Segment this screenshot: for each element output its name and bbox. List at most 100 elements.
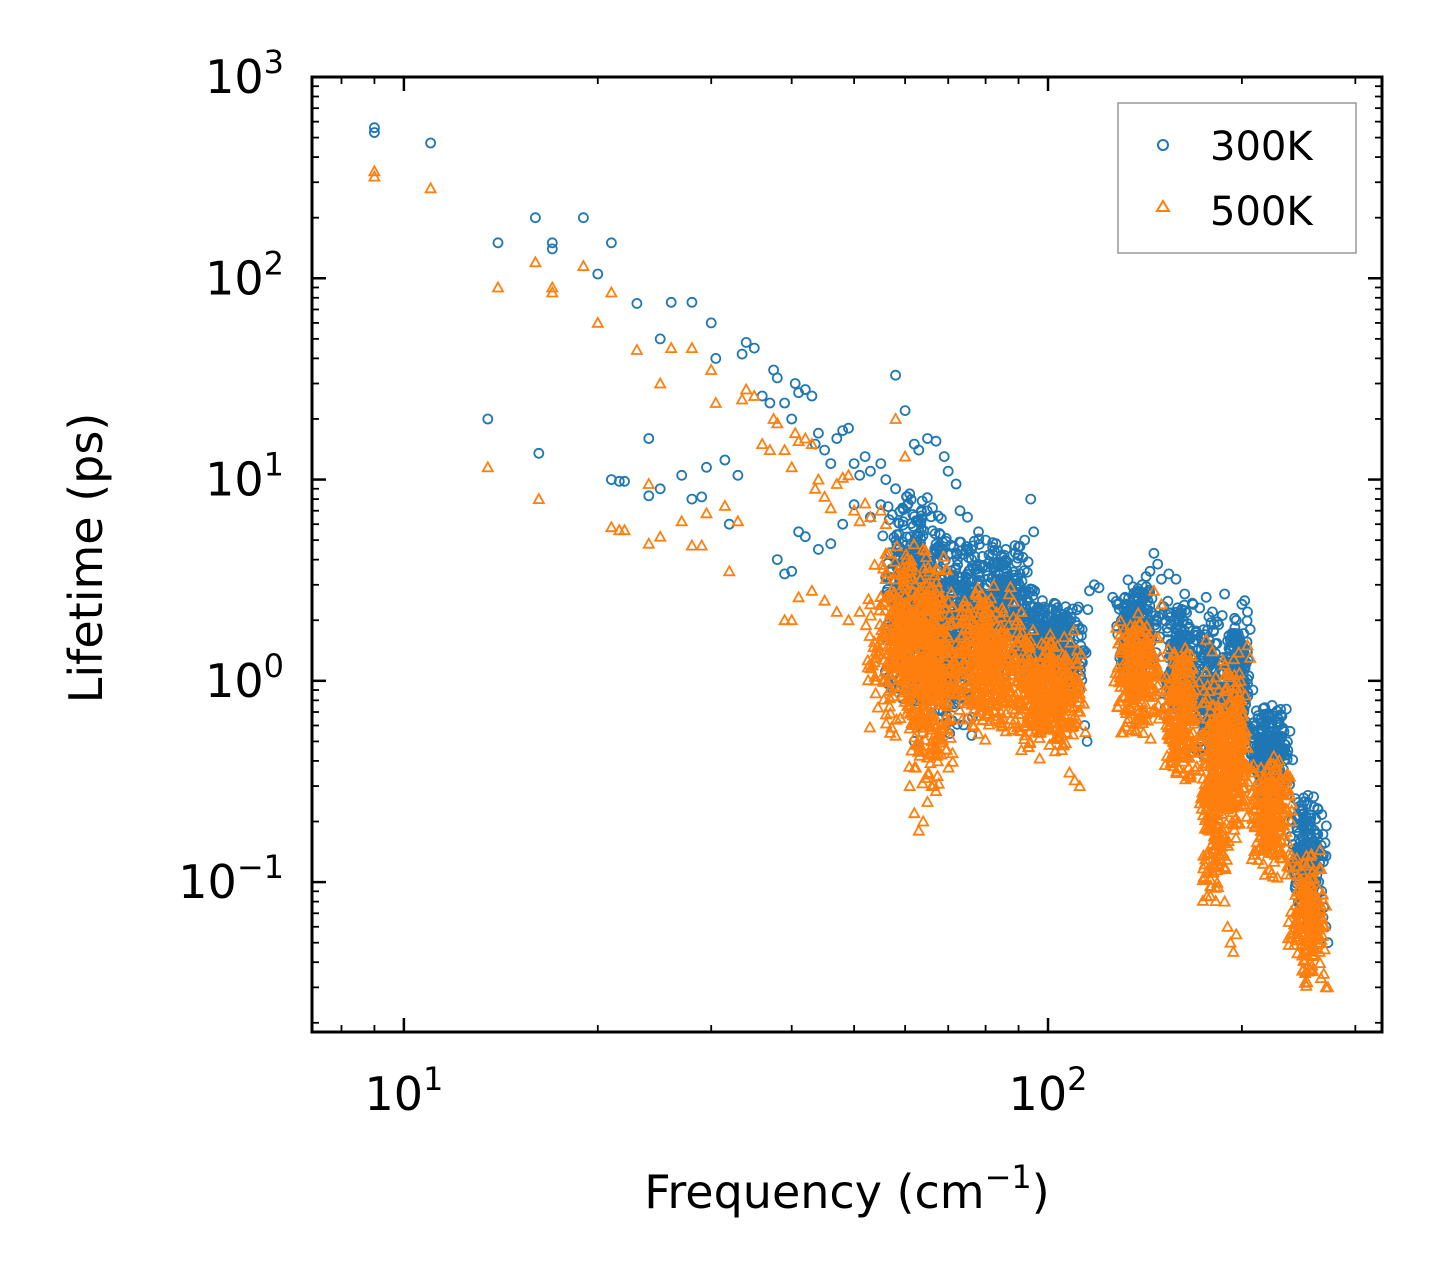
series-500k-point [947,657,962,669]
series-500k-point [988,640,1002,652]
series-500k-point [982,676,996,688]
series-500k-point [918,733,932,745]
series-500k-point [875,558,889,570]
series-500k-point [916,542,930,555]
series-500k-point [869,686,883,699]
series-500k-point [891,613,905,626]
series-500k-point [805,583,819,596]
series-300k-point [710,352,722,364]
series-500k-point [968,702,982,715]
series-300k-point [1200,591,1212,603]
series-500k-point [1053,714,1067,727]
series-300k-point [732,469,744,481]
series-300k-point [1186,597,1198,609]
series-300k-point [942,465,954,477]
series-500k-point [886,628,900,641]
series-500k-point [1119,702,1133,715]
series-500k-point [704,363,718,375]
series-300k-point [1031,618,1043,630]
series-500k-point [886,689,900,702]
series-500k-point [1022,685,1036,697]
series-500k-point [1016,698,1030,711]
series-500k-point [871,700,885,713]
series-500k-point [958,614,973,627]
series-300k-point [1019,607,1031,619]
series-500k-point [930,693,944,706]
series-300k-point [1254,746,1265,758]
series-500k-point [481,460,495,473]
series-500k-point [879,565,893,578]
series-500k-point [798,431,812,444]
series-500k-point [921,560,935,573]
series-500k-point [907,637,921,650]
series-300k-point [950,564,961,576]
series-300k-point [1173,608,1185,619]
series-500k-point [879,517,893,530]
series-500k-point [1049,660,1063,672]
series-500k-point [971,655,985,667]
series-500k-point [960,712,974,724]
series-300k-point [1194,602,1206,614]
series-300k-point [1163,568,1175,580]
series-500k-point [914,678,928,690]
series-500k-point [928,728,942,741]
series-300k-point [1141,586,1153,598]
series-500k-point [1144,731,1158,744]
series-300k-point [1279,743,1291,754]
series-500k-point [1039,690,1053,703]
series-500k-point [909,685,923,698]
series-500k-point [604,285,618,298]
series-500k-point [944,731,958,743]
series-500k-point [941,713,955,726]
series-500k-point [1129,724,1144,737]
series-500k-point [922,678,936,690]
series-500k-point [1007,657,1021,670]
series-500k-point [1143,654,1157,667]
series-300k-point [779,397,790,409]
series-500k-point [954,645,968,658]
series-300k-point [613,475,625,487]
series-500k-point [958,621,972,633]
series-500k-point [1123,687,1137,700]
series-500k-point [927,663,941,676]
series-500k-point [988,712,1002,724]
series-500k-point [1149,631,1163,644]
series-300k-point [686,296,698,308]
series-500k-points [367,164,1335,993]
series-500k-point [841,468,856,481]
series-300k-point [368,127,380,138]
series-300k-point [719,454,731,466]
series-500k-point [367,169,381,182]
series-300k-point [915,516,927,528]
series-500k-point [1113,627,1127,640]
series-500k-point [1067,690,1081,703]
series-500k-point [1123,627,1138,640]
series-500k-point [1133,657,1147,670]
series-500k-point [1018,661,1032,674]
series-500k-point [985,611,999,624]
series-500k-point [1112,636,1126,649]
series-500k-point [934,623,949,636]
series-500k-point [999,706,1013,719]
series-300k-point [929,546,941,557]
series-300k-point [973,526,984,538]
series-500k-point [889,728,903,741]
series-500k-point [1136,706,1150,719]
series-300k-point [813,544,824,555]
series-500k-point [1135,695,1149,708]
series-300k-point [907,509,919,520]
series-500k-point [967,719,981,732]
series-500k-point [972,709,986,721]
series-300k-point [1229,612,1240,624]
series-500k-point [847,503,861,516]
series-500k-point [995,601,1009,614]
series-500k-point [890,633,904,646]
series-300k-point [1297,832,1308,844]
series-500k-point [911,659,925,671]
series-300k-point [779,568,790,580]
series-500k-point [918,669,932,682]
series-500k-point [924,594,938,607]
series-500k-point [617,523,632,536]
series-300k-point [806,390,818,402]
series-300k-point [934,528,945,539]
